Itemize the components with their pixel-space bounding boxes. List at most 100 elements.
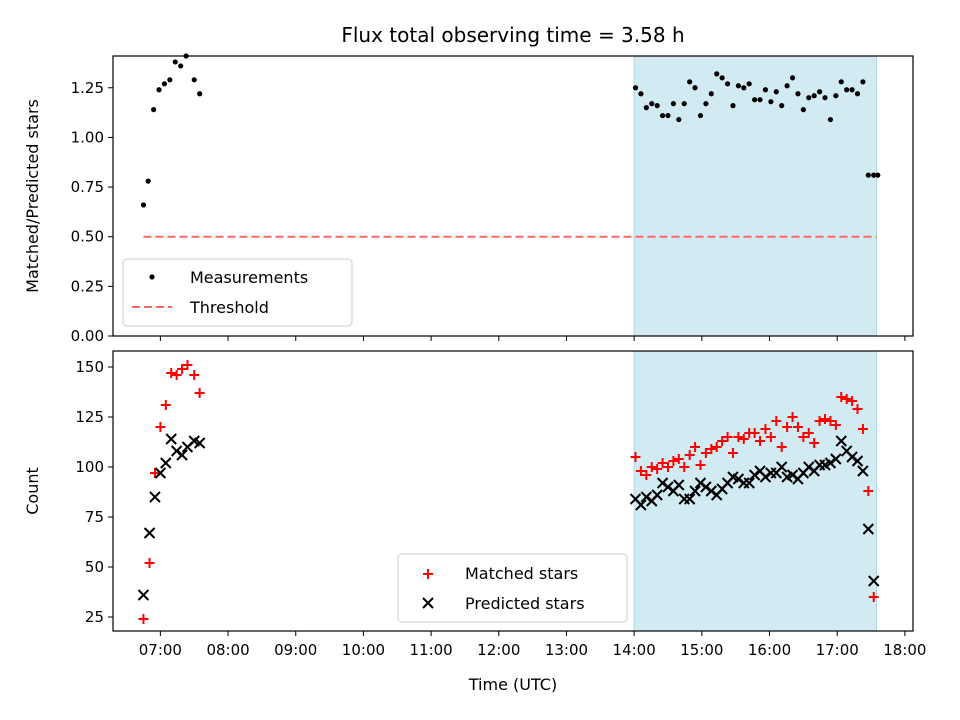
- data-point: [868, 575, 880, 587]
- data-point: [665, 112, 671, 119]
- data-point: [690, 442, 701, 452]
- data-point: [643, 105, 649, 111]
- marker-stroke: [754, 465, 766, 477]
- data-point: [649, 101, 655, 107]
- data-point: [160, 457, 172, 469]
- data-point: [771, 416, 782, 426]
- y-tick-label: 1.25: [71, 79, 104, 97]
- data-point: [835, 435, 847, 447]
- data-point: [160, 400, 171, 410]
- data-point: [638, 91, 644, 97]
- data-point: [809, 438, 820, 448]
- data-point: [852, 404, 863, 414]
- data-point: [773, 89, 779, 95]
- data-point: [752, 97, 758, 103]
- data-point: [822, 95, 828, 101]
- data-point: [692, 85, 698, 91]
- data-point: [762, 87, 769, 93]
- marker-stroke: [176, 449, 188, 461]
- y-tick-label: 1.00: [71, 128, 104, 146]
- data-point: [830, 420, 841, 430]
- legend-marker: [149, 274, 155, 280]
- data-point: [803, 428, 814, 438]
- data-point: [143, 527, 156, 539]
- data-point: [197, 91, 203, 97]
- legend-box: [122, 258, 353, 327]
- data-point: [144, 558, 155, 568]
- legend: Measurements Threshold: [122, 258, 353, 327]
- data-point: [863, 486, 874, 496]
- y-axis-label: Matched/Predicted stars: [23, 99, 42, 293]
- data-point: [705, 485, 718, 497]
- y-tick-label: 0.25: [71, 277, 104, 295]
- data-point: [798, 432, 809, 442]
- marker-stroke: [748, 469, 761, 481]
- data-point: [827, 116, 834, 123]
- marker-stroke: [694, 477, 707, 489]
- data-point: [651, 489, 663, 501]
- data-point: [145, 178, 151, 184]
- x-tick-label: 15:00: [680, 641, 723, 659]
- data-point: [697, 112, 704, 119]
- data-point: [170, 445, 183, 457]
- data-point: [711, 442, 722, 452]
- data-point: [779, 103, 785, 109]
- data-point: [695, 460, 706, 470]
- data-point: [847, 396, 858, 406]
- x-tick-label: 10:00: [342, 641, 385, 659]
- marker-stroke: [635, 499, 647, 511]
- data-point: [683, 493, 696, 505]
- marker-stroke: [727, 471, 739, 483]
- x-tick-label: 16:00: [748, 641, 791, 659]
- legend-label: Threshold: [189, 298, 269, 317]
- marker-stroke: [700, 481, 712, 493]
- data-point: [165, 433, 177, 445]
- data-point: [714, 71, 720, 77]
- x-tick-label: 14:00: [613, 641, 656, 659]
- data-point: [768, 99, 774, 105]
- data-point: [635, 499, 647, 511]
- data-point: [662, 462, 673, 472]
- data-point: [846, 451, 858, 463]
- data-point: [657, 458, 668, 468]
- series-measurements: [140, 53, 881, 208]
- data-point: [732, 473, 745, 485]
- marker-stroke: [629, 493, 642, 505]
- data-point: [668, 456, 679, 466]
- data-point: [670, 101, 677, 107]
- data-point: [820, 414, 831, 424]
- data-point: [155, 422, 166, 432]
- marker-stroke: [851, 455, 864, 467]
- marker-stroke: [868, 575, 880, 587]
- data-point: [703, 101, 709, 107]
- data-point: [681, 101, 687, 107]
- data-point: [659, 112, 666, 119]
- data-point: [641, 470, 652, 480]
- data-point: [189, 370, 200, 380]
- data-point: [760, 424, 771, 434]
- marker-stroke: [656, 477, 669, 489]
- data-point: [684, 450, 695, 460]
- legend-marker: [422, 597, 434, 609]
- data-point: [748, 469, 761, 481]
- legend-label: Measurements: [190, 268, 308, 287]
- marker-stroke: [857, 465, 869, 477]
- data-point: [786, 469, 799, 481]
- data-point: [854, 91, 861, 97]
- marker-stroke: [640, 491, 653, 503]
- y-tick-label: 0.75: [71, 178, 104, 196]
- data-point: [806, 95, 812, 101]
- chart-title: Flux total observing time = 3.58 h: [341, 23, 684, 47]
- data-point: [652, 464, 663, 474]
- marker-stroke: [775, 461, 788, 473]
- x-tick-label: 12:00: [477, 641, 520, 659]
- y-tick-label: 150: [75, 358, 104, 376]
- data-point: [177, 364, 188, 374]
- data-point: [662, 481, 674, 493]
- data-point: [733, 432, 744, 442]
- data-point: [776, 442, 787, 452]
- data-point: [749, 428, 760, 438]
- data-point: [722, 432, 733, 442]
- y-tick-label: 50: [85, 558, 104, 576]
- data-point: [862, 523, 875, 535]
